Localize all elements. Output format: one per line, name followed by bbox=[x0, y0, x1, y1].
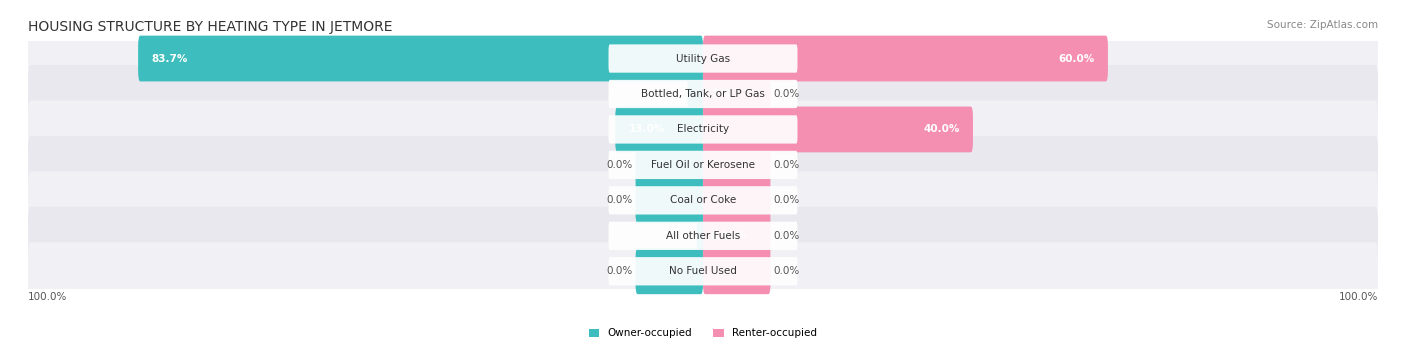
FancyBboxPatch shape bbox=[609, 45, 797, 73]
Text: Coal or Coke: Coal or Coke bbox=[669, 195, 737, 205]
FancyBboxPatch shape bbox=[28, 101, 1378, 158]
FancyBboxPatch shape bbox=[703, 248, 770, 294]
Text: Utility Gas: Utility Gas bbox=[676, 53, 730, 64]
Text: All other Fuels: All other Fuels bbox=[666, 231, 740, 241]
FancyBboxPatch shape bbox=[703, 213, 770, 259]
FancyBboxPatch shape bbox=[28, 136, 1378, 194]
FancyBboxPatch shape bbox=[703, 177, 770, 223]
Text: 100.0%: 100.0% bbox=[28, 292, 67, 302]
Text: Bottled, Tank, or LP Gas: Bottled, Tank, or LP Gas bbox=[641, 89, 765, 99]
Text: 2.3%: 2.3% bbox=[702, 89, 730, 99]
Text: Source: ZipAtlas.com: Source: ZipAtlas.com bbox=[1267, 20, 1378, 30]
Text: 0.0%: 0.0% bbox=[773, 160, 800, 170]
Text: No Fuel Used: No Fuel Used bbox=[669, 266, 737, 276]
FancyBboxPatch shape bbox=[609, 115, 797, 143]
Text: 83.7%: 83.7% bbox=[152, 53, 188, 64]
FancyBboxPatch shape bbox=[703, 106, 973, 152]
FancyBboxPatch shape bbox=[636, 142, 703, 188]
FancyBboxPatch shape bbox=[703, 142, 770, 188]
FancyBboxPatch shape bbox=[609, 222, 797, 250]
Text: 0.0%: 0.0% bbox=[773, 231, 800, 241]
Text: 60.0%: 60.0% bbox=[1059, 53, 1094, 64]
FancyBboxPatch shape bbox=[703, 36, 1108, 82]
FancyBboxPatch shape bbox=[688, 71, 703, 117]
FancyBboxPatch shape bbox=[636, 177, 703, 223]
Text: 0.93%: 0.93% bbox=[710, 231, 747, 241]
FancyBboxPatch shape bbox=[703, 71, 770, 117]
FancyBboxPatch shape bbox=[636, 248, 703, 294]
Text: 100.0%: 100.0% bbox=[1339, 292, 1378, 302]
Text: 13.0%: 13.0% bbox=[628, 124, 665, 134]
FancyBboxPatch shape bbox=[609, 257, 797, 285]
Text: HOUSING STRUCTURE BY HEATING TYPE IN JETMORE: HOUSING STRUCTURE BY HEATING TYPE IN JET… bbox=[28, 20, 392, 34]
Text: 0.0%: 0.0% bbox=[606, 266, 633, 276]
Text: 0.0%: 0.0% bbox=[773, 195, 800, 205]
FancyBboxPatch shape bbox=[609, 186, 797, 215]
Text: 0.0%: 0.0% bbox=[773, 89, 800, 99]
FancyBboxPatch shape bbox=[609, 80, 797, 108]
Legend: Owner-occupied, Renter-occupied: Owner-occupied, Renter-occupied bbox=[589, 328, 817, 338]
FancyBboxPatch shape bbox=[28, 207, 1378, 265]
Text: Electricity: Electricity bbox=[676, 124, 730, 134]
Text: Fuel Oil or Kerosene: Fuel Oil or Kerosene bbox=[651, 160, 755, 170]
Text: 0.0%: 0.0% bbox=[773, 266, 800, 276]
FancyBboxPatch shape bbox=[28, 242, 1378, 300]
FancyBboxPatch shape bbox=[616, 106, 703, 152]
FancyBboxPatch shape bbox=[28, 30, 1378, 87]
FancyBboxPatch shape bbox=[28, 65, 1378, 123]
FancyBboxPatch shape bbox=[609, 151, 797, 179]
FancyBboxPatch shape bbox=[138, 36, 703, 82]
Text: 0.0%: 0.0% bbox=[606, 195, 633, 205]
FancyBboxPatch shape bbox=[697, 213, 703, 259]
Text: 40.0%: 40.0% bbox=[924, 124, 959, 134]
FancyBboxPatch shape bbox=[28, 171, 1378, 229]
Text: 0.0%: 0.0% bbox=[606, 160, 633, 170]
